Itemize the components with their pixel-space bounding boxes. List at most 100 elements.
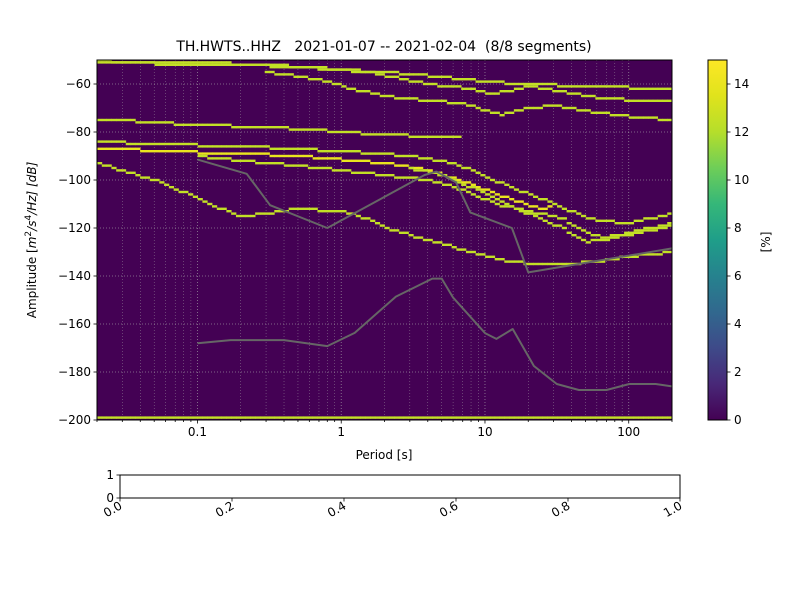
psd-cell xyxy=(192,61,199,64)
psd-cell xyxy=(120,416,127,419)
psd-cell xyxy=(470,186,476,189)
psd-cell xyxy=(197,152,203,155)
psd-cell xyxy=(149,142,155,146)
psd-cell xyxy=(614,85,620,88)
psd-cell xyxy=(480,416,486,419)
psd-cell xyxy=(446,102,452,105)
psd-cell xyxy=(327,157,333,160)
psd-cell xyxy=(322,210,328,213)
psd-cell xyxy=(523,106,529,110)
psd-cell xyxy=(202,200,208,203)
psd-cell xyxy=(523,210,529,213)
psd-cell xyxy=(437,75,443,78)
psd-cell xyxy=(360,70,366,74)
psd-cell xyxy=(504,260,510,263)
psd-cell xyxy=(494,258,500,261)
psd-cell xyxy=(120,118,127,122)
psd-cell xyxy=(394,164,400,167)
psd-cell xyxy=(341,210,347,213)
psd-cell xyxy=(135,174,141,177)
psd-cell xyxy=(116,147,122,150)
y-tick-label: −80 xyxy=(66,125,91,139)
psd-cell xyxy=(178,142,184,146)
psd-cell xyxy=(394,133,400,136)
psd-cell xyxy=(662,214,668,218)
psd-cell xyxy=(355,130,361,134)
psd-cell xyxy=(346,212,352,215)
psd-cell xyxy=(624,231,630,234)
psd-cell xyxy=(552,82,558,86)
psd-cell xyxy=(259,212,266,215)
colorbar-axis: 0 2 4 6 8 10 12 14 xyxy=(727,77,749,427)
psd-cell xyxy=(461,188,467,191)
psd-cell xyxy=(188,63,194,66)
psd-cell xyxy=(327,416,333,419)
psd-cell xyxy=(212,145,218,148)
psd-cell xyxy=(614,416,620,419)
psd-cell xyxy=(317,128,323,131)
psd-cell xyxy=(604,236,611,239)
psd-cell xyxy=(168,186,175,189)
psd-cell xyxy=(279,154,285,158)
psd-cell xyxy=(164,121,170,124)
psd-cell xyxy=(303,207,309,210)
psd-cell xyxy=(398,78,405,81)
psd-cell xyxy=(442,183,448,186)
psd-cell xyxy=(504,202,510,206)
small-x-tick-label: 0.6 xyxy=(437,498,461,520)
psd-cell xyxy=(403,78,409,81)
psd-cell xyxy=(480,188,486,191)
psd-cell xyxy=(197,63,203,66)
psd-cell xyxy=(221,416,227,419)
psd-cell xyxy=(336,150,342,153)
psd-cell xyxy=(403,416,409,419)
psd-cell xyxy=(197,154,203,158)
psd-cell xyxy=(159,61,165,64)
psd-cell xyxy=(135,416,141,419)
psd-cell xyxy=(657,214,663,218)
psd-cell xyxy=(422,169,429,172)
psd-cell xyxy=(101,61,107,64)
psd-cell xyxy=(398,176,405,179)
psd-cell xyxy=(600,236,606,239)
psd-cell xyxy=(652,87,659,90)
psd-cell xyxy=(456,135,462,138)
colorbar-tick-label: 0 xyxy=(734,413,742,427)
psd-cell xyxy=(533,416,539,419)
psd-cell xyxy=(379,416,385,419)
psd-cell xyxy=(360,90,366,93)
psd-cell xyxy=(437,241,443,244)
psd-cell xyxy=(590,416,596,419)
psd-cell xyxy=(221,61,227,64)
psd-cell xyxy=(384,70,390,74)
psd-cell xyxy=(504,82,510,86)
psd-cell xyxy=(499,90,505,93)
psd-cell xyxy=(183,142,189,146)
psd-cell xyxy=(408,416,414,419)
psd-cell xyxy=(322,157,328,160)
psd-cell xyxy=(566,231,572,234)
psd-cell xyxy=(504,90,510,93)
psd-cell xyxy=(355,171,361,174)
psd-cell xyxy=(183,123,189,126)
psd-cell xyxy=(235,126,242,129)
psd-cell xyxy=(379,73,385,76)
psd-cell xyxy=(374,70,381,74)
psd-cell xyxy=(240,214,246,218)
psd-cell xyxy=(370,152,376,155)
psd-cell xyxy=(97,60,103,62)
psd-cell xyxy=(125,147,131,150)
psd-cell xyxy=(561,207,567,210)
psd-cell xyxy=(427,416,433,419)
psd-cell xyxy=(389,229,395,232)
psd-cell xyxy=(312,128,318,131)
psd-cell xyxy=(571,224,577,227)
psd-cell xyxy=(485,198,491,201)
psd-cell xyxy=(350,159,357,162)
psd-cell xyxy=(518,87,524,90)
psd-cell xyxy=(480,190,486,194)
psd-cell xyxy=(154,142,160,146)
psd-cell xyxy=(355,90,361,93)
colorbar-tick-label: 8 xyxy=(734,221,742,235)
psd-cell xyxy=(303,75,309,78)
